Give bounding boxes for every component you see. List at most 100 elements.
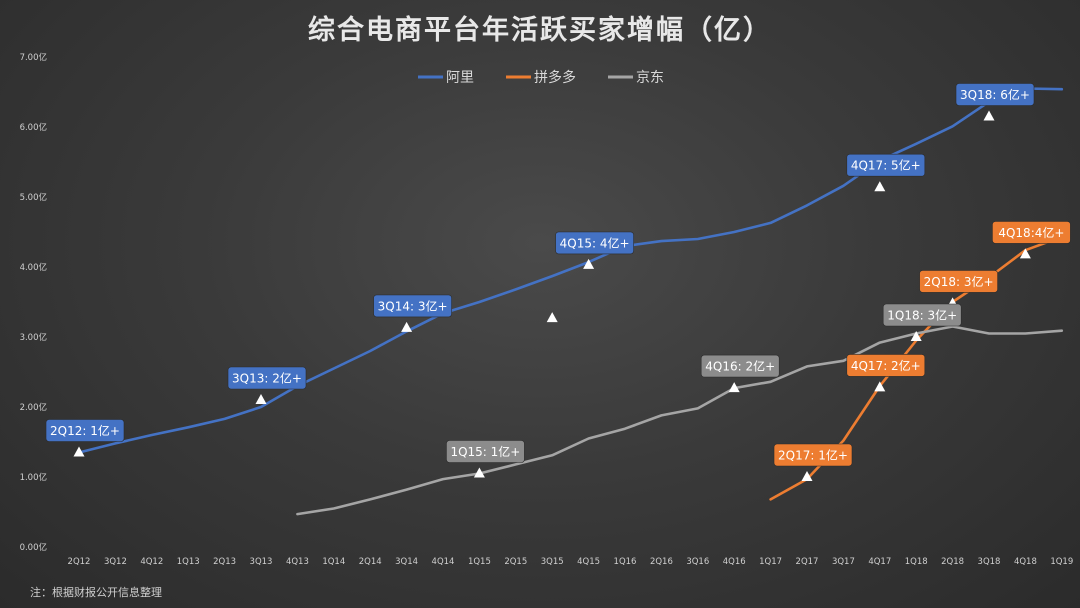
legend-entry: 京东: [636, 70, 664, 86]
data-point-marker: [473, 467, 485, 478]
series-lines: [77, 87, 1064, 516]
annotation-label: 3Q18: 6亿+: [960, 87, 1030, 102]
annotation-box: [919, 270, 998, 293]
x-tick-label: 2Q14: [359, 557, 382, 567]
x-tick-label: 4Q12: [140, 557, 163, 567]
series-line-京东: [296, 325, 1064, 516]
annotation-box: [882, 303, 962, 327]
annotation-label: 4Q16: 2亿+: [705, 359, 775, 374]
annotation-box: [846, 153, 926, 177]
x-tick-label: 1Q16: [614, 557, 637, 567]
data-point-marker: [910, 331, 922, 341]
annotation-callout: 3Q14: 3亿+: [373, 294, 452, 318]
legend: 阿里 拼多多 京东: [418, 69, 664, 86]
annotation-box: [955, 83, 1035, 106]
data-point-marker: [1019, 248, 1031, 259]
x-tick-label: 2Q17: [796, 557, 819, 567]
data-point-marker: [401, 321, 413, 332]
annotation-box: [446, 440, 525, 463]
x-tick-label: 3Q12: [104, 557, 127, 567]
x-tick-label: 1Q13: [177, 557, 200, 567]
x-tick-label: 3Q15: [541, 557, 564, 567]
data-point-marker: [73, 446, 85, 457]
footnote: 注：根据财报公开信息整理: [30, 586, 162, 599]
data-point-marker: [255, 394, 267, 404]
annotation-label: 2Q17: 1亿+: [778, 448, 848, 463]
annotation-callout: 4Q18:4亿+: [992, 221, 1071, 244]
annotation-box: [992, 221, 1071, 244]
data-point-marker: [874, 181, 886, 192]
data-point-marker: [874, 381, 886, 392]
annotation-callout: 4Q16: 2亿+: [700, 354, 780, 378]
annotation-callout: 4Q17: 2亿+: [846, 354, 926, 377]
axes: 0.00亿 1.00亿 2.00亿 3.00亿 4.00亿 5.00亿 6.00亿 7.00亿…: [20, 52, 1074, 567]
y-tick-label: 0.00亿: [20, 542, 47, 553]
annotation-callout: 4Q15: 4亿+: [555, 231, 634, 255]
x-tick-label: 3Q18: [978, 557, 1001, 567]
y-tick-label: 3.00亿: [20, 332, 47, 343]
annotation-label: 2Q18: 3亿+: [924, 274, 994, 289]
data-point-marker: [983, 110, 995, 121]
annotation-box: [373, 294, 452, 318]
x-tick-label: 3Q17: [832, 557, 855, 567]
annotation-box: [555, 231, 634, 255]
x-tick-label: 1Q17: [759, 557, 782, 567]
data-point-marker: [728, 382, 740, 393]
data-point-marker: [546, 312, 558, 323]
annotation-callout: 1Q18: 3亿+: [882, 303, 962, 327]
annotation-callout: 3Q18: 6亿+: [955, 83, 1035, 106]
x-tick-label: 3Q16: [686, 557, 709, 567]
annotation-callout: 1Q15: 1亿+: [446, 440, 525, 463]
x-tick-label: 4Q13: [286, 557, 309, 567]
annotation-label: 4Q15: 4亿+: [560, 235, 630, 250]
annotation-box: [773, 443, 853, 467]
legend-entry: 拼多多: [534, 69, 576, 86]
x-tick-label: 2Q12: [68, 557, 91, 567]
annotation-callout: 2Q12: 1亿+: [45, 419, 125, 442]
annotation-callout: 2Q18: 3亿+: [919, 270, 998, 293]
x-tick-label: 3Q14: [395, 557, 418, 567]
y-tick-label: 6.00亿: [20, 122, 47, 133]
x-tick-label: 2Q18: [941, 557, 964, 567]
x-tick-label: 2Q16: [650, 557, 673, 567]
y-tick-label: 5.00亿: [20, 192, 47, 203]
annotation-label: 4Q17: 5亿+: [851, 158, 921, 173]
annotation-callout: 2Q17: 1亿+: [773, 443, 853, 467]
x-tick-label: 1Q14: [322, 557, 345, 567]
legend-entry: 阿里: [446, 70, 474, 86]
annotation-callout: 4Q17: 5亿+: [846, 153, 926, 177]
x-tick-label: 1Q18: [905, 557, 928, 567]
annotation-label: 3Q13: 2亿+: [232, 371, 302, 386]
y-tick-label: 4.00亿: [20, 262, 47, 273]
x-tick-label: 4Q14: [432, 557, 455, 567]
y-tick-label: 1.00亿: [20, 472, 47, 483]
annotation-label: 4Q17: 2亿+: [851, 358, 921, 373]
x-tick-label: 4Q15: [577, 557, 600, 567]
annotations: 2Q12: 1亿+ 3Q13: 2亿+ 3Q14: 3亿+ 4Q15: 4亿+ 4Q17…: [45, 83, 1071, 467]
annotation-box: [45, 419, 125, 442]
annotation-label: 1Q18: 3亿+: [887, 308, 957, 323]
x-tick-label: 2Q15: [504, 557, 527, 567]
chart-title: 综合电商平台年活跃买家增幅（亿）: [308, 15, 772, 46]
annotation-box: [227, 366, 307, 390]
x-tick-label: 4Q18: [1014, 557, 1037, 567]
x-tick-label: 4Q16: [723, 557, 746, 567]
annotation-label: 3Q14: 3亿+: [378, 298, 448, 313]
x-tick-label: 4Q17: [868, 557, 891, 567]
annotation-box: [846, 354, 926, 377]
data-point-marker: [583, 258, 595, 269]
annotation-box: [700, 354, 780, 378]
x-tick-label: 3Q13: [250, 557, 273, 567]
series-line-阿里: [77, 87, 1064, 454]
y-tick-label: 7.00亿: [20, 52, 47, 63]
x-tick-label: 2Q13: [213, 557, 236, 567]
y-tick-label: 2.00亿: [20, 402, 47, 413]
annotation-callout: 3Q13: 2亿+: [227, 366, 307, 390]
x-tick-label: 1Q19: [1050, 557, 1073, 567]
x-tick-label: 1Q15: [468, 557, 491, 567]
annotation-label: 2Q12: 1亿+: [50, 423, 120, 438]
annotation-label: 4Q18:4亿+: [998, 225, 1064, 240]
data-point-marker: [801, 471, 813, 481]
annotation-label: 1Q15: 1亿+: [450, 444, 520, 459]
